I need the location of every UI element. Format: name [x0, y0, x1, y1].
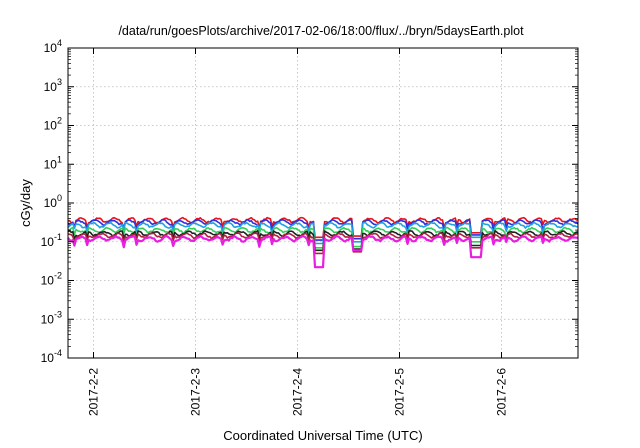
x-tick-label: 2017-2-5: [393, 368, 407, 416]
series-line: [67, 235, 579, 269]
y-tick-label: 103: [44, 77, 62, 94]
x-tick-label: 2017-2-6: [495, 368, 509, 416]
x-tick-label: 2017-2-2: [87, 368, 101, 416]
y-tick-label: 10-4: [41, 348, 62, 365]
y-axis-title: cGy/day: [18, 179, 33, 227]
grid: [68, 48, 578, 358]
y-tick-label: 102: [44, 116, 62, 133]
x-axis: 2017-2-2 2017-2-3 2017-2-4 2017-2-5 2017-2-6: [87, 48, 509, 416]
chart-title: /data/run/goesPlots/archive/2017-02-06/1…: [118, 24, 524, 38]
y-tick-label: 10-3: [41, 309, 62, 326]
y-axis: 10-4 10-3 10-2 10-1 100 101 102 103 104: [41, 38, 578, 365]
y-tick-label: 10-2: [41, 271, 62, 288]
x-tick-label: 2017-2-3: [189, 368, 203, 416]
series-layer: [67, 216, 579, 269]
y-tick-label: 104: [44, 38, 62, 55]
y-tick-label: 101: [44, 154, 62, 171]
y-tick-label: 100: [44, 193, 62, 210]
x-tick-label: 2017-2-4: [291, 368, 305, 416]
y-tick-label: 10-1: [41, 232, 62, 249]
x-axis-title: Coordinated Universal Time (UTC): [223, 428, 422, 443]
